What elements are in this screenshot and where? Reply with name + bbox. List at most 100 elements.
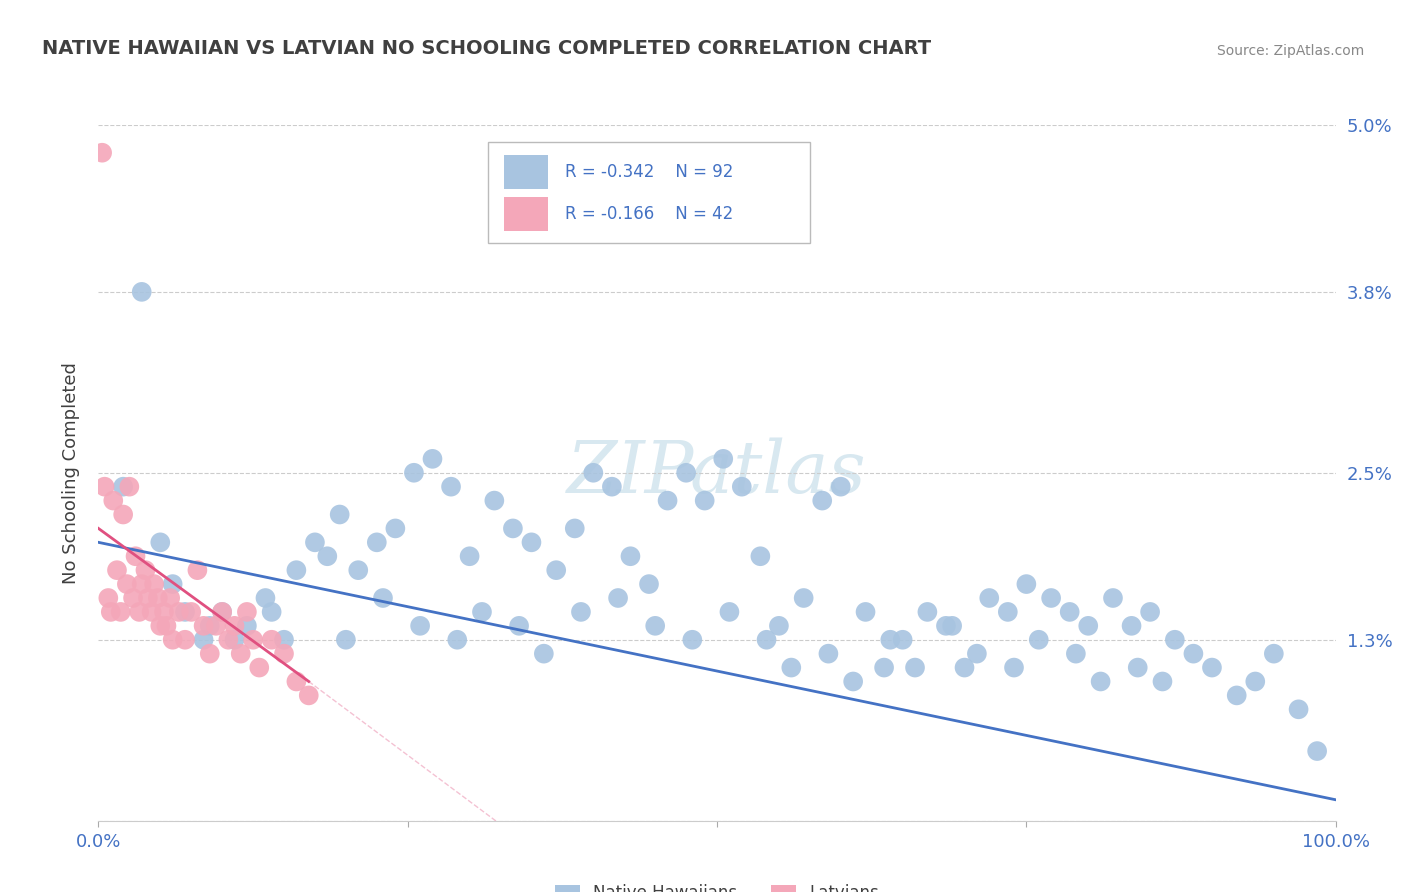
Point bbox=[110, 605, 132, 619]
Point bbox=[997, 605, 1019, 619]
Point bbox=[1090, 674, 1112, 689]
Point bbox=[335, 632, 357, 647]
Y-axis label: No Schooling Completed: No Schooling Completed bbox=[62, 362, 80, 583]
Point bbox=[1059, 605, 1081, 619]
FancyBboxPatch shape bbox=[488, 142, 810, 244]
Point bbox=[533, 647, 555, 661]
Point bbox=[600, 480, 623, 494]
Point bbox=[91, 145, 114, 160]
Point bbox=[1288, 702, 1310, 716]
Point bbox=[112, 508, 135, 522]
Point bbox=[180, 605, 202, 619]
Point bbox=[260, 632, 283, 647]
Point bbox=[224, 619, 246, 633]
Point bbox=[1139, 605, 1161, 619]
Point bbox=[446, 632, 468, 647]
Point bbox=[242, 632, 264, 647]
Point bbox=[749, 549, 772, 564]
Point bbox=[917, 605, 939, 619]
Point bbox=[236, 605, 259, 619]
Point bbox=[440, 480, 463, 494]
Point bbox=[229, 647, 252, 661]
Point bbox=[143, 577, 166, 591]
Point bbox=[657, 493, 679, 508]
Point bbox=[285, 674, 308, 689]
Point bbox=[953, 660, 976, 674]
Point bbox=[254, 591, 277, 605]
Point bbox=[1064, 647, 1087, 661]
Point bbox=[904, 660, 927, 674]
Point bbox=[471, 605, 494, 619]
Point bbox=[285, 563, 308, 577]
Point bbox=[193, 619, 215, 633]
Point bbox=[768, 619, 790, 633]
Point bbox=[128, 605, 150, 619]
FancyBboxPatch shape bbox=[505, 197, 547, 231]
Point bbox=[112, 480, 135, 494]
Point bbox=[619, 549, 641, 564]
Point bbox=[569, 605, 592, 619]
Point bbox=[198, 647, 221, 661]
Point bbox=[124, 549, 146, 564]
Point bbox=[484, 493, 506, 508]
Point bbox=[780, 660, 803, 674]
Point bbox=[273, 647, 295, 661]
Point bbox=[247, 660, 270, 674]
Point bbox=[520, 535, 543, 549]
Point bbox=[100, 605, 122, 619]
Point bbox=[1002, 660, 1025, 674]
Point bbox=[260, 605, 283, 619]
Point bbox=[1226, 689, 1249, 703]
Point bbox=[1040, 591, 1063, 605]
Point bbox=[224, 632, 246, 647]
Point bbox=[1164, 632, 1187, 647]
Point bbox=[366, 535, 388, 549]
Point bbox=[115, 577, 138, 591]
Point bbox=[842, 674, 865, 689]
Point bbox=[1244, 674, 1267, 689]
Point bbox=[1015, 577, 1038, 591]
Point bbox=[162, 577, 184, 591]
Point bbox=[855, 605, 877, 619]
Point bbox=[731, 480, 754, 494]
Point bbox=[979, 591, 1001, 605]
Point bbox=[153, 605, 176, 619]
Point bbox=[136, 591, 159, 605]
Text: R = -0.166    N = 42: R = -0.166 N = 42 bbox=[565, 205, 733, 223]
Legend: Native Hawaiians, Latvians: Native Hawaiians, Latvians bbox=[548, 878, 886, 892]
Point bbox=[371, 591, 394, 605]
Point bbox=[564, 521, 586, 535]
Point bbox=[193, 632, 215, 647]
Text: NATIVE HAWAIIAN VS LATVIAN NO SCHOOLING COMPLETED CORRELATION CHART: NATIVE HAWAIIAN VS LATVIAN NO SCHOOLING … bbox=[42, 39, 931, 58]
Point bbox=[718, 605, 741, 619]
Point bbox=[607, 591, 630, 605]
Point bbox=[273, 632, 295, 647]
Text: R = -0.342    N = 92: R = -0.342 N = 92 bbox=[565, 163, 734, 181]
Point bbox=[941, 619, 963, 633]
Point bbox=[1306, 744, 1329, 758]
Point bbox=[1263, 647, 1285, 661]
Point bbox=[402, 466, 425, 480]
Point bbox=[103, 493, 125, 508]
Point bbox=[422, 451, 444, 466]
Point bbox=[508, 619, 530, 633]
Point bbox=[217, 632, 239, 647]
Point bbox=[236, 619, 259, 633]
Point bbox=[891, 632, 914, 647]
Point bbox=[1028, 632, 1050, 647]
Point bbox=[155, 619, 177, 633]
Point bbox=[966, 647, 988, 661]
Point bbox=[644, 619, 666, 633]
Point bbox=[105, 563, 128, 577]
Point bbox=[693, 493, 716, 508]
Point bbox=[211, 605, 233, 619]
Point bbox=[1201, 660, 1223, 674]
Point bbox=[162, 632, 184, 647]
Point bbox=[93, 480, 115, 494]
Point bbox=[873, 660, 896, 674]
Point bbox=[1077, 619, 1099, 633]
Point bbox=[167, 605, 190, 619]
Point bbox=[711, 451, 734, 466]
Point bbox=[329, 508, 352, 522]
Point bbox=[134, 563, 156, 577]
